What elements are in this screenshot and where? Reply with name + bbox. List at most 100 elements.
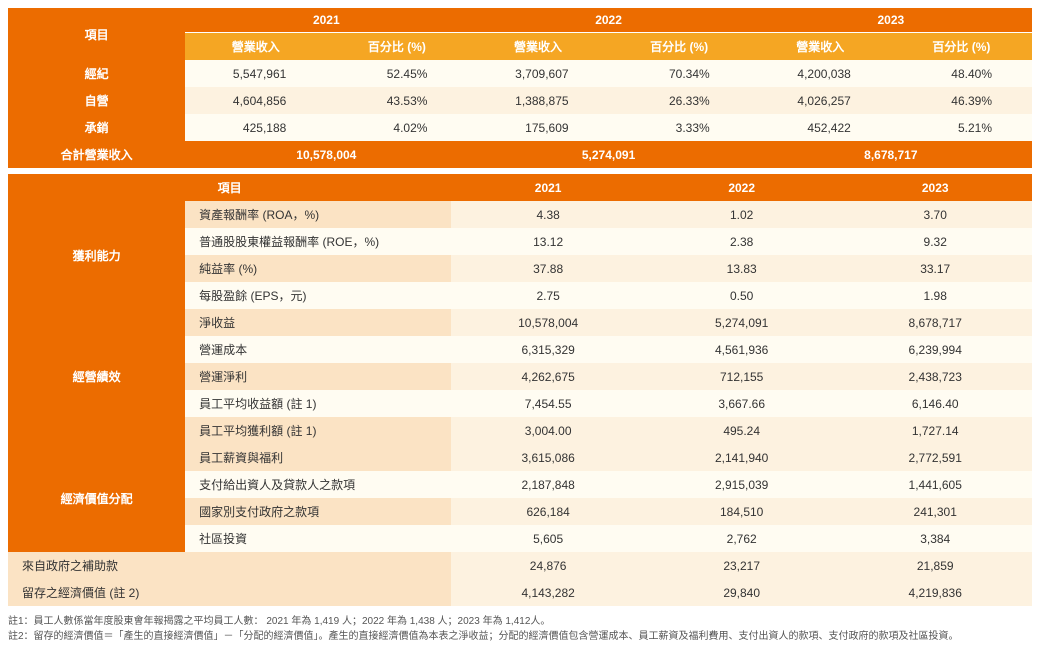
- t2-cell: 1.02: [645, 201, 839, 228]
- t1-cell: 70.34%: [609, 60, 750, 87]
- t1-cell: 3,709,607: [467, 60, 608, 87]
- t1-cell: 425,188: [185, 114, 326, 141]
- footnote-2: 註2：留存的經濟價值＝「產生的直接經濟價值」－「分配的經濟價值」。產生的直接經濟…: [8, 629, 1032, 644]
- t1-cell: 46.39%: [891, 87, 1032, 114]
- t2-cell: 5,605: [451, 525, 645, 552]
- t2-cell: 6,239,994: [838, 336, 1032, 363]
- t2-cell: 4.38: [451, 201, 645, 228]
- t2-cell: 2.75: [451, 282, 645, 309]
- footnotes: 註1：員工人數係當年度股東會年報揭露之平均員工人數： 2021 年為 1,419…: [8, 614, 1032, 644]
- t1-total-label: 合計營業收入: [8, 141, 185, 168]
- t2-item-label: 員工薪資與福利: [185, 444, 451, 471]
- t2-cell: 2,187,848: [451, 471, 645, 498]
- t2-cell: 2,762: [645, 525, 839, 552]
- t2-cell: 3,004.00: [451, 417, 645, 444]
- t2-cell: 21,859: [838, 552, 1032, 579]
- t1-sub-rev: 營業收入: [467, 33, 608, 61]
- t2-cell: 37.88: [451, 255, 645, 282]
- t1-cell: 4,200,038: [750, 60, 891, 87]
- t2-item-label: 員工平均獲利額 (註 1): [185, 417, 451, 444]
- t2-cell: 1,441,605: [838, 471, 1032, 498]
- table-row: 來自政府之補助款24,87623,21721,859: [8, 552, 1032, 579]
- t2-cell: 6,315,329: [451, 336, 645, 363]
- table-row: 自營4,604,85643.53%1,388,87526.33%4,026,25…: [8, 87, 1032, 114]
- t1-total-cell: 10,578,004: [185, 141, 467, 168]
- t2-cell: 2,438,723: [838, 363, 1032, 390]
- t1-year-2022: 2022: [467, 8, 749, 33]
- t1-year-2023: 2023: [750, 8, 1032, 33]
- t1-row-label: 承銷: [8, 114, 185, 141]
- t2-item-label: 國家別支付政府之款項: [185, 498, 451, 525]
- t2-cell: 3,384: [838, 525, 1032, 552]
- t2-cell: 7,454.55: [451, 390, 645, 417]
- t2-cell: 2,772,591: [838, 444, 1032, 471]
- t1-total-row: 合計營業收入10,578,0045,274,0918,678,717: [8, 141, 1032, 168]
- t2-item-label: 營運成本: [185, 336, 451, 363]
- t1-item-header: 項目: [8, 8, 185, 60]
- t2-year-2023: 2023: [838, 174, 1032, 201]
- t2-cell: 0.50: [645, 282, 839, 309]
- t2-cell: 13.83: [645, 255, 839, 282]
- t2-cell: 9.32: [838, 228, 1032, 255]
- t2-cell: 1,727.14: [838, 417, 1032, 444]
- t2-cell: 2.38: [645, 228, 839, 255]
- table-row: 經營績效淨收益10,578,0045,274,0918,678,717: [8, 309, 1032, 336]
- t2-cell: 495.24: [645, 417, 839, 444]
- t1-cell: 5.21%: [891, 114, 1032, 141]
- table-row: 經紀5,547,96152.45%3,709,60770.34%4,200,03…: [8, 60, 1032, 87]
- t1-sub-pct: 百分比 (%): [609, 33, 750, 61]
- t2-cell: 4,219,836: [838, 579, 1032, 606]
- t2-year-2022: 2022: [645, 174, 839, 201]
- t2-category: 經濟價值分配: [8, 444, 185, 552]
- footnote-1: 註1：員工人數係當年度股東會年報揭露之平均員工人數： 2021 年為 1,419…: [8, 614, 1032, 629]
- t2-cell: 184,510: [645, 498, 839, 525]
- t1-total-cell: 5,274,091: [467, 141, 749, 168]
- t1-row-label: 經紀: [8, 60, 185, 87]
- t2-item-label: 每股盈餘 (EPS，元): [185, 282, 451, 309]
- t1-sub-pct: 百分比 (%): [891, 33, 1032, 61]
- t1-cell: 5,547,961: [185, 60, 326, 87]
- table-row: 經濟價值分配員工薪資與福利3,615,0862,141,9402,772,591: [8, 444, 1032, 471]
- t2-cell: 3,615,086: [451, 444, 645, 471]
- t2-item-label: 社區投資: [185, 525, 451, 552]
- t2-item-label: 資產報酬率 (ROA，%): [185, 201, 451, 228]
- financial-indicators-table: 項目 2021 2022 2023 獲利能力資產報酬率 (ROA，%)4.381…: [8, 174, 1032, 606]
- t2-item-label: 淨收益: [185, 309, 451, 336]
- t2-cell: 3,667.66: [645, 390, 839, 417]
- t2-cell: 712,155: [645, 363, 839, 390]
- t2-cell: 10,578,004: [451, 309, 645, 336]
- t2-cell: 4,143,282: [451, 579, 645, 606]
- t1-cell: 52.45%: [326, 60, 467, 87]
- revenue-breakdown-table: 項目 2021 2022 2023 營業收入 百分比 (%) 營業收入 百分比 …: [8, 8, 1032, 168]
- t2-category: 獲利能力: [8, 201, 185, 309]
- t2-cell: 33.17: [838, 255, 1032, 282]
- t2-cell: 23,217: [645, 552, 839, 579]
- t2-item-label: 來自政府之補助款: [8, 552, 451, 579]
- t1-sub-rev: 營業收入: [185, 33, 326, 61]
- t2-cell: 3.70: [838, 201, 1032, 228]
- table-row: 獲利能力資產報酬率 (ROA，%)4.381.023.70: [8, 201, 1032, 228]
- t1-cell: 175,609: [467, 114, 608, 141]
- t1-sub-rev: 營業收入: [750, 33, 891, 61]
- t1-cell: 1,388,875: [467, 87, 608, 114]
- t2-category: 經營績效: [8, 309, 185, 444]
- table-row: 留存之經濟價值 (註 2)4,143,28229,8404,219,836: [8, 579, 1032, 606]
- t2-item-label: 營運淨利: [185, 363, 451, 390]
- t2-cell: 4,262,675: [451, 363, 645, 390]
- t1-sub-pct: 百分比 (%): [326, 33, 467, 61]
- t2-item-label: 員工平均收益額 (註 1): [185, 390, 451, 417]
- t2-item-label: 留存之經濟價值 (註 2): [8, 579, 451, 606]
- t2-item-label: 普通股股東權益報酬率 (ROE，%): [185, 228, 451, 255]
- t1-cell: 43.53%: [326, 87, 467, 114]
- t2-cell: 13.12: [451, 228, 645, 255]
- t2-item-label: 純益率 (%): [185, 255, 451, 282]
- t1-total-cell: 8,678,717: [750, 141, 1032, 168]
- t1-cell: 48.40%: [891, 60, 1032, 87]
- t1-row-label: 自營: [8, 87, 185, 114]
- t2-cell: 24,876: [451, 552, 645, 579]
- t1-cell: 4,026,257: [750, 87, 891, 114]
- t2-cell: 29,840: [645, 579, 839, 606]
- t2-year-2021: 2021: [451, 174, 645, 201]
- t1-cell: 4.02%: [326, 114, 467, 141]
- t2-item-header: 項目: [8, 174, 451, 201]
